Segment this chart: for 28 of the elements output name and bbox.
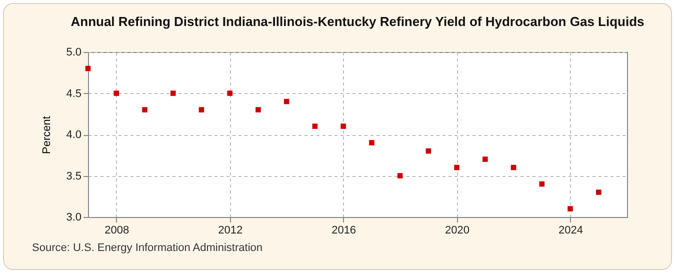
chart-title: Annual Refining District Indiana-Illinois-Kentucky Refinery Yield of Hydrocarbon Gas Liquids (70, 14, 644, 29)
y-tick-label: 3.0 (66, 212, 82, 224)
x-tick-label: 2008 (104, 224, 130, 236)
point (114, 90, 120, 96)
source-note: Source: U.S. Energy Information Administration (32, 242, 262, 254)
point (340, 124, 346, 129)
point (142, 107, 148, 112)
point (256, 107, 261, 112)
x-tick-label: 2016 (332, 224, 356, 236)
point (369, 140, 374, 146)
y-tick-label: 5.0 (66, 46, 82, 58)
point (397, 173, 403, 178)
y-tick-label: 4.5 (66, 88, 82, 100)
x-tick-label: 2012 (218, 224, 243, 236)
y-axis-title: Percent (41, 116, 54, 154)
point (539, 181, 545, 187)
point (454, 164, 460, 170)
y-tick-label: 3.5 (66, 170, 82, 182)
point (312, 124, 318, 129)
x-tick-label: 2020 (445, 224, 470, 236)
point (198, 107, 204, 112)
point (227, 90, 232, 96)
y-tick-label: 4.0 (66, 129, 82, 141)
point (482, 156, 488, 162)
point (596, 190, 602, 195)
point (170, 90, 176, 96)
point (568, 206, 573, 212)
x-tick-label: 2024 (558, 224, 584, 236)
